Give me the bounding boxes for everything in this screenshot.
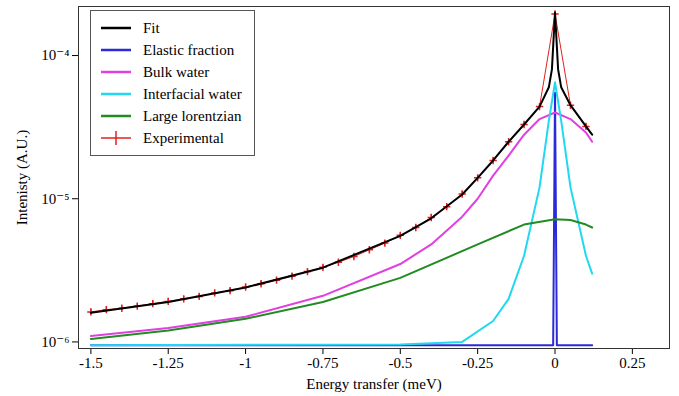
svg-text:10⁻⁵: 10⁻⁵ (41, 191, 69, 207)
html-text:Bulk water: Bulk water (143, 63, 210, 80)
svg-text:-0.25: -0.25 (462, 355, 493, 371)
svg-text:0: 0 (551, 355, 559, 371)
svg-text:-0.75: -0.75 (307, 355, 338, 371)
html-text:Fit: Fit (143, 19, 160, 36)
svg-text:-1.5: -1.5 (79, 355, 103, 371)
svg-text:10⁻⁶: 10⁻⁶ (41, 334, 69, 350)
svg-text:Energy transfer (meV): Energy transfer (meV) (306, 376, 442, 393)
html-text:Interfacial water: Interfacial water (143, 85, 242, 102)
html-text:Elastic fraction: Elastic fraction (143, 41, 235, 58)
svg-text:-0.5: -0.5 (388, 355, 412, 371)
svg-text:-1.25: -1.25 (153, 355, 184, 371)
svg-text:0.25: 0.25 (619, 355, 645, 371)
svg-text:10⁻⁴: 10⁻⁴ (41, 47, 69, 63)
html-text:Experimental: Experimental (143, 129, 224, 146)
svg-text:Intenisty (A.U.): Intenisty (A.U.) (14, 130, 31, 225)
svg-text:-1: -1 (239, 355, 252, 371)
html-text:Large lorentzian: Large lorentzian (143, 107, 242, 124)
